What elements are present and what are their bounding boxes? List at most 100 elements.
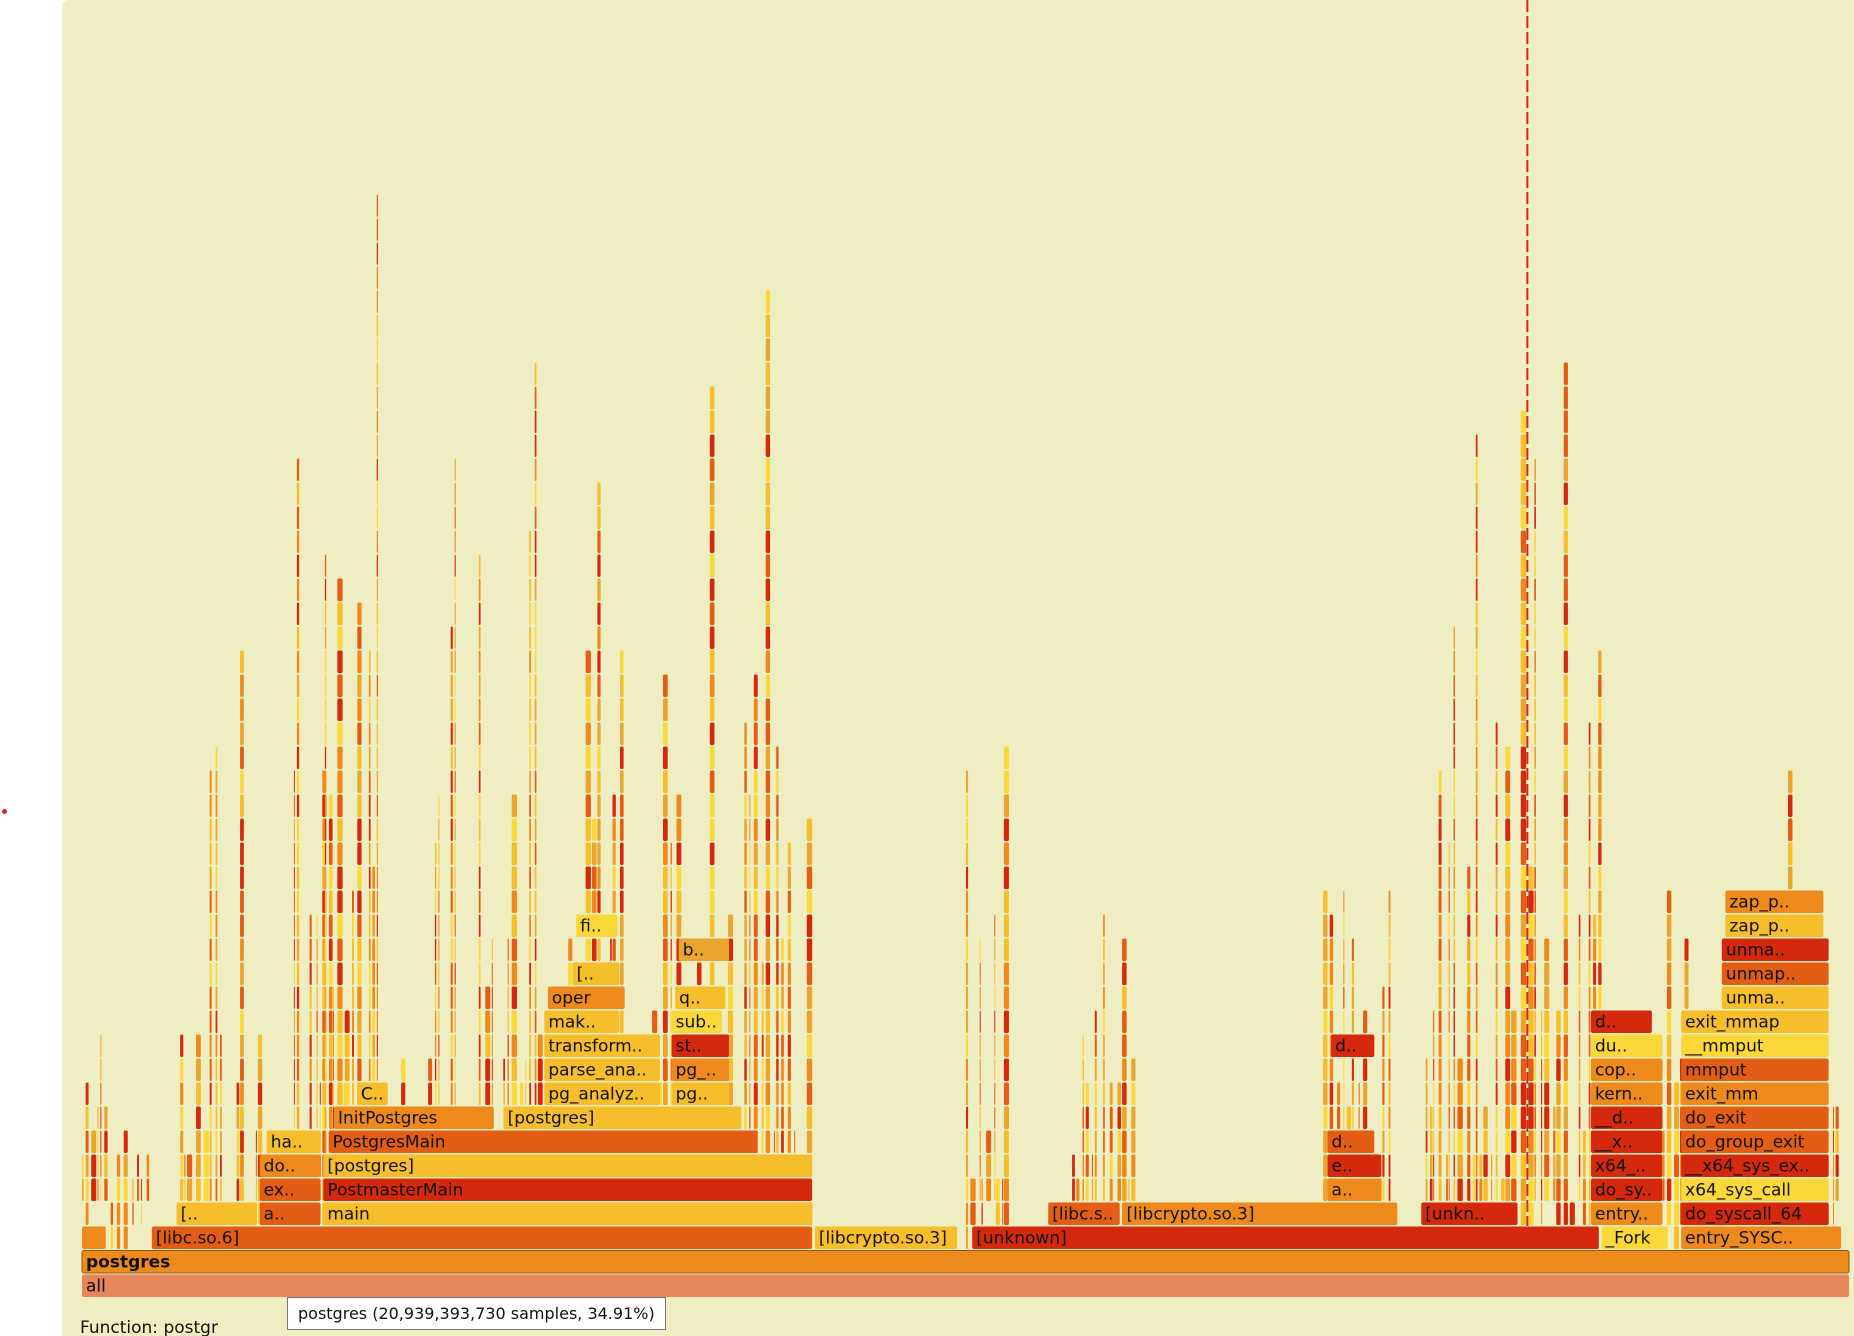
flame-frame[interactable]: [postgres] [323, 1154, 813, 1178]
frame-label: ha.. [271, 1133, 303, 1153]
frame-label: a.. [1332, 1181, 1353, 1201]
flame-frame[interactable]: [libcrypto.so.3] [814, 1226, 958, 1250]
flame-frame[interactable]: InitPostgres [333, 1106, 494, 1130]
frame-label: mak.. [548, 1013, 596, 1033]
flame-frame[interactable]: oper [547, 986, 625, 1010]
frame-label: cop.. [1595, 1061, 1636, 1081]
flame-frame[interactable]: [.. [176, 1202, 257, 1226]
frame-label: postgres [86, 1253, 170, 1273]
frame-label: e.. [1332, 1157, 1353, 1177]
flame-frame[interactable]: exit_mm [1681, 1082, 1829, 1106]
frame-label: __x64_sys_ex.. [1684, 1157, 1810, 1177]
frame-label: pg_analyz.. [548, 1085, 644, 1105]
flame-frame[interactable]: mak.. [544, 1010, 620, 1034]
frame-label: x64_.. [1595, 1157, 1646, 1177]
flame-frame[interactable]: [.. [572, 962, 620, 986]
flame-frame[interactable]: a.. [1327, 1178, 1382, 1202]
flame-frame[interactable]: do_exit [1681, 1106, 1829, 1130]
frame-label: __mmput [1684, 1037, 1764, 1057]
flame-frame[interactable]: d.. [1331, 1034, 1375, 1058]
frame-tooltip: postgres (20,939,393,730 samples, 34.91%… [287, 1297, 666, 1330]
frame-label: d.. [1595, 1013, 1617, 1033]
frame-label: fi.. [580, 917, 602, 937]
flame-frame[interactable]: pg_.. [671, 1058, 729, 1082]
flame-frame[interactable]: do_syscall_64 [1681, 1202, 1829, 1226]
flame-frame[interactable]: a.. [259, 1202, 321, 1226]
marker-dot [2, 809, 7, 814]
frame-label: entry_SYSC.. [1685, 1229, 1793, 1249]
flame-frame[interactable]: d.. [1590, 1010, 1652, 1034]
flame-frame[interactable]: main [323, 1202, 813, 1226]
flame-frame[interactable]: e.. [1327, 1154, 1382, 1178]
flame-frame[interactable]: ex.. [259, 1178, 321, 1202]
flame-frame[interactable]: _Fork [1601, 1226, 1668, 1250]
frame-label: do_sy.. [1595, 1181, 1652, 1201]
flame-frame[interactable]: zap_p.. [1725, 890, 1824, 914]
flame-frame[interactable]: __d.. [1590, 1106, 1663, 1130]
flame-frame[interactable]: du.. [1590, 1034, 1663, 1058]
flame-frame[interactable]: exit_mmap [1681, 1010, 1829, 1034]
frame-label: [postgres] [508, 1109, 595, 1129]
frame-label: parse_ana.. [548, 1061, 646, 1081]
flame-frame[interactable]: entry.. [1590, 1202, 1663, 1226]
flame-frame[interactable]: unmap.. [1721, 962, 1829, 986]
flame-frame[interactable]: [libcrypto.so.3] [1122, 1202, 1398, 1226]
flame-frame[interactable]: postgres [81, 1250, 1850, 1274]
flame-frame[interactable]: pg.. [671, 1082, 729, 1106]
frame-label: [unkn.. [1425, 1205, 1485, 1225]
flame-frame[interactable]: all [82, 1274, 1849, 1298]
frame-label: PostmasterMain [327, 1181, 463, 1201]
flame-frame[interactable]: sub.. [671, 1010, 722, 1034]
frame-label: oper [552, 989, 591, 1009]
flame-frame[interactable]: __x.. [1590, 1130, 1663, 1154]
frame-label: PostgresMain [333, 1133, 446, 1153]
flame-frame[interactable] [82, 1226, 106, 1250]
flame-frame[interactable]: pg_analyz.. [544, 1082, 661, 1106]
flame-frame[interactable]: x64_.. [1590, 1154, 1663, 1178]
flame-frame[interactable]: C.. [356, 1082, 388, 1106]
flame-frame[interactable]: unma.. [1721, 938, 1829, 962]
flame-frame[interactable]: d.. [1327, 1130, 1375, 1154]
frame-label: InitPostgres [338, 1109, 438, 1129]
flame-frame[interactable]: do.. [259, 1154, 321, 1178]
frame-label: do_group_exit [1685, 1133, 1805, 1153]
frame-label: pg_.. [676, 1061, 717, 1081]
flame-frame[interactable]: x64_sys_call [1681, 1178, 1829, 1202]
frame-label: unma.. [1726, 989, 1785, 1009]
frame-label: d.. [1335, 1037, 1357, 1057]
frame-label: q.. [679, 989, 701, 1009]
flame-frame[interactable]: b.. [678, 938, 729, 962]
flame-frame[interactable]: do_group_exit [1681, 1130, 1829, 1154]
flame-frame[interactable]: __mmput [1681, 1034, 1829, 1058]
frame-label: st.. [676, 1037, 702, 1057]
flame-frame[interactable]: do_sy.. [1590, 1178, 1663, 1202]
flame-frame[interactable]: [unkn.. [1421, 1202, 1518, 1226]
flame-frame[interactable]: [unknown] [972, 1226, 1599, 1250]
flame-frame[interactable]: parse_ana.. [544, 1058, 661, 1082]
flame-frame[interactable]: mmput [1681, 1058, 1829, 1082]
flame-frame[interactable]: fi.. [576, 914, 618, 938]
flame-frame[interactable]: [libc.so.6] [151, 1226, 813, 1250]
flame-frame[interactable]: __x64_sys_ex.. [1681, 1154, 1829, 1178]
frame-label: main [327, 1205, 369, 1225]
flame-frame[interactable]: cop.. [1590, 1058, 1663, 1082]
spike-columns [82, 194, 1839, 1249]
flame-frame[interactable]: q.. [675, 986, 726, 1010]
flamegraph-canvas[interactable]: all postgres [libc.so.6] [libcrypto.so.3] [u… [62, 0, 1854, 1336]
flame-frame[interactable]: zap_p.. [1725, 914, 1824, 938]
flame-frame[interactable]: [libc.s.. [1048, 1202, 1120, 1226]
flame-frame[interactable]: kern.. [1590, 1082, 1663, 1106]
flame-frame[interactable]: PostgresMain [328, 1130, 758, 1154]
flame-frame[interactable]: PostmasterMain [323, 1178, 813, 1202]
frame-label: du.. [1595, 1037, 1627, 1057]
flame-frame[interactable]: unma.. [1721, 986, 1829, 1010]
frame-label: exit_mmap [1685, 1013, 1779, 1033]
flame-frame[interactable]: ha.. [266, 1130, 321, 1154]
frame-label: exit_mm [1685, 1085, 1758, 1105]
flame-frame[interactable]: [postgres] [503, 1106, 742, 1130]
frame-label: [libcrypto.so.3] [1126, 1205, 1254, 1225]
flame-frame[interactable]: transform.. [544, 1034, 661, 1058]
flame-frame[interactable]: entry_SYSC.. [1681, 1226, 1842, 1250]
frame-label: __x.. [1594, 1133, 1633, 1153]
flame-frame[interactable]: st.. [671, 1034, 729, 1058]
